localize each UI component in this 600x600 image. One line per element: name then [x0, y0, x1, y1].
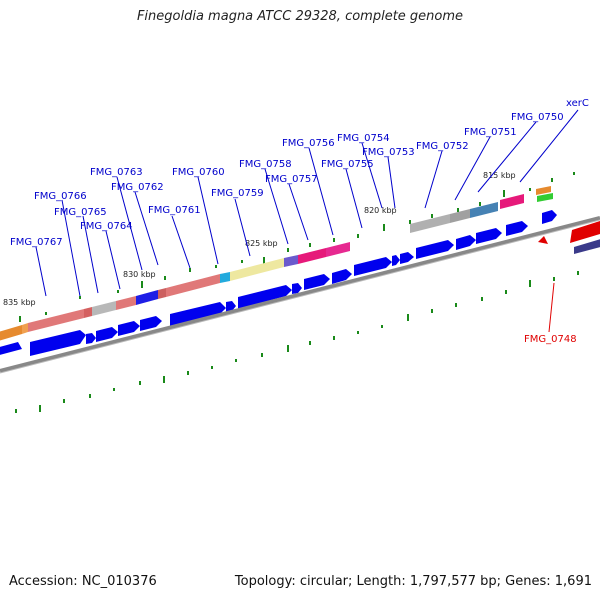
genome-stats: Topology: circular; Length: 1,797,577 bp… [234, 574, 592, 589]
gene-label-fmg-0764[interactable]: FMG_0764 [80, 221, 133, 232]
gene-label-fmg-0758[interactable]: FMG_0758 [239, 159, 292, 170]
gene-labels: FMG_0767 FMG_0766 FMG_0765 FMG_0764 FMG_… [10, 98, 589, 248]
genome-backbone [0, 216, 600, 374]
genome-title: Finegoldia magna ATCC 29328, complete ge… [136, 9, 464, 24]
gene-arrow [400, 252, 414, 264]
gene-arrow [292, 283, 302, 294]
gene-label-fmg-0762[interactable]: FMG_0762 [111, 182, 164, 193]
scale-labels: 835 kbp 830 kbp 825 kbp 820 kbp 815 kbp [3, 171, 516, 307]
gene-label-fmg-0767[interactable]: FMG_0767 [10, 237, 63, 248]
gene-arrow [416, 240, 454, 259]
gene-label-fmg-0766[interactable]: FMG_0766 [34, 191, 87, 202]
gene-label-fmg-0754[interactable]: FMG_0754 [337, 133, 390, 144]
gene-arrow [86, 333, 96, 344]
gene-label-fmg-0753[interactable]: FMG_0753 [362, 147, 415, 158]
gene-arrow [456, 235, 476, 250]
gene-arrow [226, 301, 236, 312]
gene-arrow [170, 302, 226, 326]
gene-arrow [30, 330, 86, 356]
gene-arrow [354, 257, 392, 276]
gene-label-fmg-0750[interactable]: FMG_0750 [511, 112, 564, 123]
gene-label-fmg-0761[interactable]: FMG_0761 [148, 205, 201, 216]
gene-arrow [304, 274, 330, 290]
gene-arrow [96, 327, 118, 342]
scale-label-825: 825 kbp [245, 239, 278, 248]
gene-label-fmg-0765[interactable]: FMG_0765 [54, 207, 107, 218]
gene-arrow [0, 342, 22, 355]
gene-label-xerc[interactable]: xerC [566, 98, 589, 109]
gene-arrows [0, 210, 600, 356]
gene-arrow [238, 285, 292, 309]
scale-label-835: 835 kbp [3, 298, 36, 307]
gene-label-fmg-0759[interactable]: FMG_0759 [211, 188, 264, 199]
gene-arrow [140, 316, 162, 331]
gene-arrow [332, 269, 352, 284]
gene-arrow [476, 228, 502, 244]
gene-label-fmg-0748[interactable]: FMG_0748 [524, 334, 577, 345]
lower-tick-track [15, 271, 579, 413]
scale-label-815: 815 kbp [483, 171, 516, 180]
gene-label-fmg-0752[interactable]: FMG_0752 [416, 141, 469, 152]
gene-arrow [574, 239, 600, 254]
gene-arrow [506, 221, 528, 236]
accession-label: Accession: NC_010376 [9, 574, 157, 589]
gene-label-fmg-0763[interactable]: FMG_0763 [90, 167, 143, 178]
gene-label-fmg-0760[interactable]: FMG_0760 [172, 167, 225, 178]
gene-arrow [392, 255, 400, 266]
gene-label-fmg-0757[interactable]: FMG_0757 [265, 174, 318, 185]
gene-arrow [542, 210, 557, 224]
scale-label-820: 820 kbp [364, 206, 397, 215]
feature-track-upper [0, 186, 553, 341]
scale-label-830: 830 kbp [123, 270, 156, 279]
highlighted-feature [538, 221, 600, 244]
gene-label-fmg-0755[interactable]: FMG_0755 [321, 159, 374, 170]
gene-label-fmg-0756[interactable]: FMG_0756 [282, 138, 335, 149]
gene-label-fmg-0751[interactable]: FMG_0751 [464, 127, 517, 138]
gene-arrow [118, 321, 140, 336]
upper-tick-track [19, 172, 575, 322]
highlight-leader-line [548, 282, 555, 333]
label-leader-lines [35, 109, 579, 297]
